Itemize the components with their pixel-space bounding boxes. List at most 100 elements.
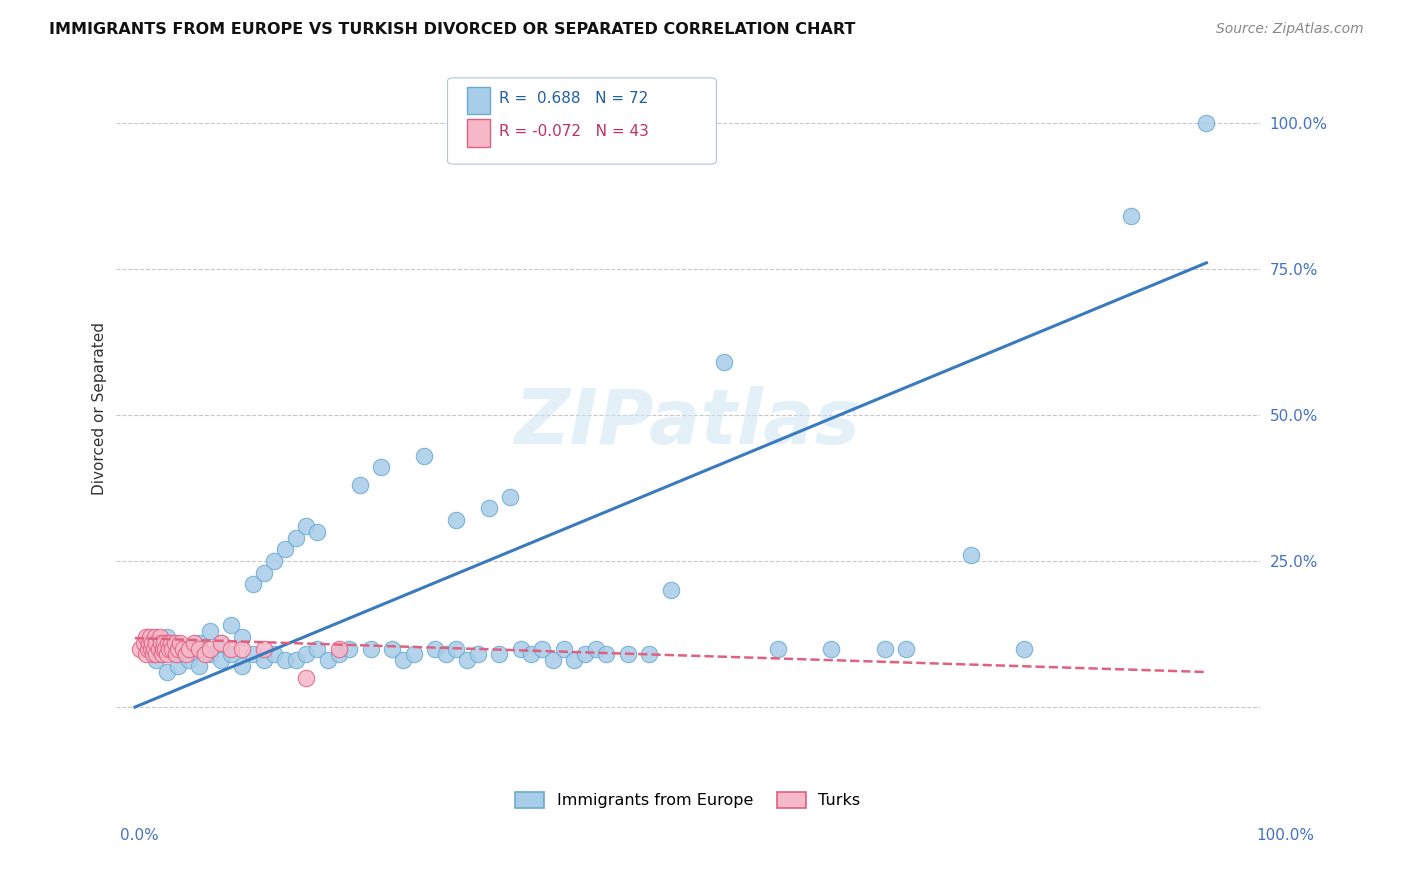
Point xyxy=(160,636,183,650)
Point xyxy=(274,542,297,557)
Point xyxy=(149,630,172,644)
Point xyxy=(221,641,243,656)
Point xyxy=(959,548,981,562)
Point xyxy=(820,641,842,656)
Point xyxy=(295,519,318,533)
Point xyxy=(136,641,159,656)
Point xyxy=(198,624,221,639)
Point xyxy=(242,648,264,662)
Point xyxy=(1195,115,1218,129)
Point xyxy=(252,653,274,667)
Text: 100.0%: 100.0% xyxy=(1257,828,1315,843)
FancyBboxPatch shape xyxy=(467,87,489,114)
Point xyxy=(157,641,180,656)
Point xyxy=(446,641,468,656)
Point xyxy=(163,636,186,650)
Point xyxy=(141,636,163,650)
Point xyxy=(177,641,200,656)
Point xyxy=(166,641,188,656)
Point xyxy=(595,648,617,662)
Point xyxy=(231,630,253,644)
Point xyxy=(156,648,179,662)
Point xyxy=(553,641,575,656)
Point xyxy=(413,449,436,463)
Point xyxy=(1121,209,1143,223)
Point xyxy=(135,630,157,644)
Point xyxy=(337,641,360,656)
Point xyxy=(541,653,564,667)
Point xyxy=(252,641,274,656)
Point xyxy=(135,648,157,662)
Point xyxy=(295,648,318,662)
Point xyxy=(156,665,179,679)
Point xyxy=(231,659,253,673)
Point xyxy=(166,648,188,662)
Point xyxy=(198,648,221,662)
Point xyxy=(138,636,160,650)
Point xyxy=(242,577,264,591)
Point xyxy=(132,636,155,650)
Point xyxy=(221,648,243,662)
Point xyxy=(143,630,166,644)
Point xyxy=(316,653,339,667)
Point xyxy=(284,531,307,545)
Point xyxy=(142,648,165,662)
Point xyxy=(509,641,531,656)
Point xyxy=(520,648,543,662)
Text: Source: ZipAtlas.com: Source: ZipAtlas.com xyxy=(1216,22,1364,37)
Text: R = -0.072   N = 43: R = -0.072 N = 43 xyxy=(499,124,650,139)
Point xyxy=(659,583,682,598)
Text: ZIPatlas: ZIPatlas xyxy=(515,385,860,459)
Point xyxy=(231,641,253,656)
Point xyxy=(402,648,425,662)
Point xyxy=(499,490,522,504)
Point xyxy=(209,653,232,667)
Point xyxy=(531,641,554,656)
Point xyxy=(188,659,211,673)
Point xyxy=(392,653,415,667)
Point xyxy=(713,355,735,369)
Point xyxy=(349,478,371,492)
Point xyxy=(145,653,167,667)
FancyBboxPatch shape xyxy=(447,78,717,164)
Point xyxy=(194,648,217,662)
Point xyxy=(328,641,350,656)
Y-axis label: Divorced or Separated: Divorced or Separated xyxy=(93,323,107,495)
Point xyxy=(183,636,205,650)
Point xyxy=(176,648,198,662)
Point xyxy=(148,641,170,656)
Text: IMMIGRANTS FROM EUROPE VS TURKISH DIVORCED OR SEPARATED CORRELATION CHART: IMMIGRANTS FROM EUROPE VS TURKISH DIVORC… xyxy=(49,22,856,37)
Point xyxy=(252,566,274,580)
Point xyxy=(328,648,350,662)
Point xyxy=(446,513,468,527)
Point xyxy=(562,653,585,667)
Point xyxy=(157,636,180,650)
Point xyxy=(166,659,188,673)
Legend: Immigrants from Europe, Turks: Immigrants from Europe, Turks xyxy=(509,786,868,815)
Point xyxy=(274,653,297,667)
Point xyxy=(169,636,191,650)
FancyBboxPatch shape xyxy=(467,120,489,147)
Point xyxy=(153,641,176,656)
Point xyxy=(165,648,187,662)
Point xyxy=(1014,641,1036,656)
Point xyxy=(766,641,789,656)
Point xyxy=(209,636,232,650)
Point xyxy=(143,641,166,656)
Point xyxy=(145,636,167,650)
Point xyxy=(150,648,173,662)
Point xyxy=(188,641,211,656)
Point xyxy=(145,648,167,662)
Point xyxy=(221,618,243,632)
Point xyxy=(477,501,499,516)
Point xyxy=(370,460,392,475)
Point xyxy=(156,630,179,644)
Point xyxy=(129,641,152,656)
Point xyxy=(307,641,329,656)
Point xyxy=(617,648,640,662)
Point xyxy=(135,636,157,650)
Point xyxy=(467,648,489,662)
Point xyxy=(177,653,200,667)
Point xyxy=(198,641,221,656)
Text: 0.0%: 0.0% xyxy=(120,828,159,843)
